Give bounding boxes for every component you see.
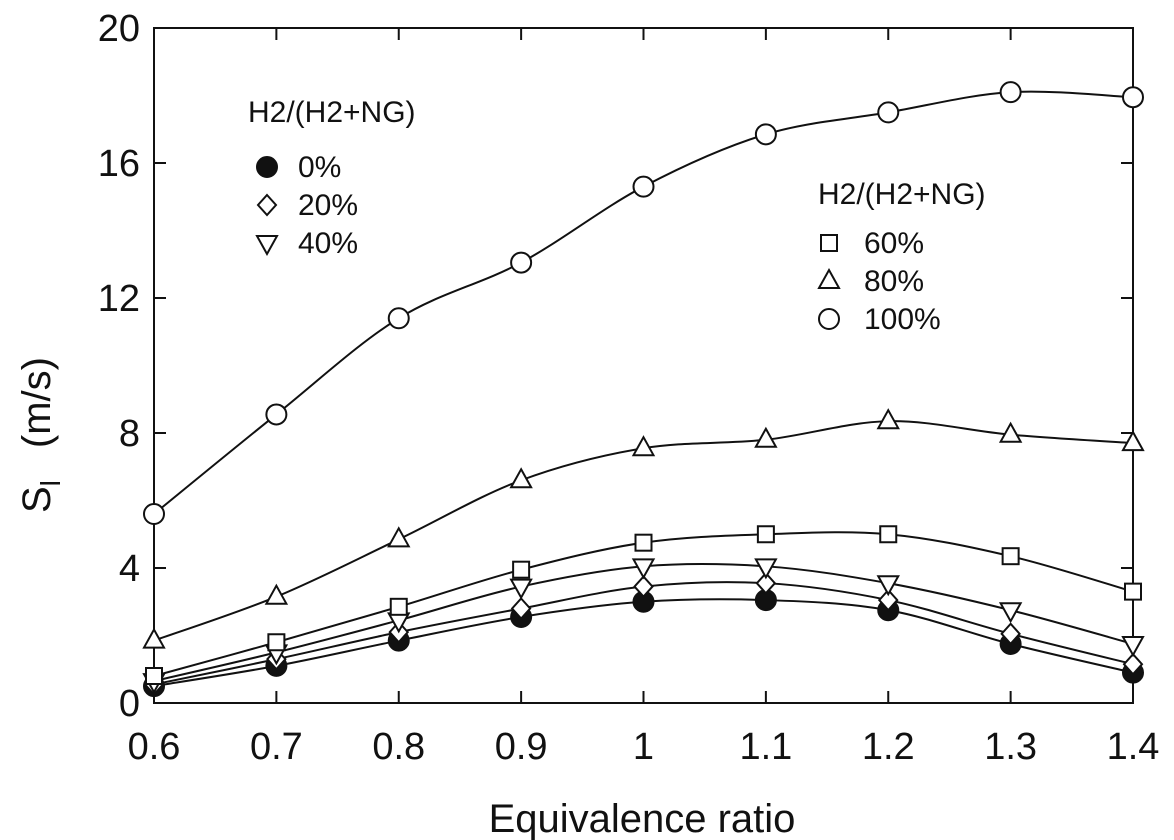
data-point [510, 251, 533, 274]
data-point [142, 627, 166, 649]
data-point [510, 597, 532, 620]
x-tick-label: 1 [633, 726, 654, 768]
data-point [145, 667, 163, 685]
data-point [1001, 547, 1020, 566]
data-point [755, 571, 777, 595]
data-point [389, 597, 408, 616]
series-100pct [143, 81, 1144, 525]
data-point [998, 421, 1023, 443]
x-tick-label: 0.6 [128, 726, 181, 768]
y-tick-label: 12 [98, 278, 140, 320]
y-tick-label: 0 [119, 683, 140, 725]
data-point [631, 435, 656, 457]
x-axis-ticks: 0.6 0.7 0.8 0.9 1 1.1 1.2 1.3 1.4 [128, 28, 1160, 768]
x-tick-label: 1.4 [1107, 726, 1160, 768]
data-point [1122, 652, 1144, 676]
data-point [999, 81, 1022, 104]
data-point [756, 525, 775, 544]
legend-entry-label: 0% [298, 151, 341, 184]
data-point [754, 426, 778, 448]
legend-entry-label: 80% [864, 265, 924, 298]
legend-marker [820, 234, 838, 252]
svg-text:Sl(m/s): Sl (m/s) [15, 357, 66, 513]
data-point [1121, 635, 1145, 657]
y-axis-label: Sl (m/s) [15, 357, 66, 513]
series-group [142, 81, 1145, 698]
data-point [387, 307, 410, 330]
y-tick-label: 16 [98, 143, 140, 185]
data-point [877, 101, 900, 124]
data-point [876, 575, 900, 597]
legend-entry-label: 40% [298, 227, 358, 260]
x-tick-label: 0.8 [372, 726, 425, 768]
data-point [754, 558, 778, 580]
data-point [1122, 86, 1144, 109]
data-point [143, 503, 165, 525]
data-point [509, 467, 533, 489]
data-point [1124, 582, 1142, 601]
series-40pct [142, 558, 1145, 695]
legend-marker [256, 193, 278, 217]
series-20pct [143, 571, 1144, 696]
data-point [632, 175, 655, 198]
data-point [512, 560, 531, 579]
data-point [877, 588, 899, 612]
legend-right: H2/(H2+NG) 60% 80% 100% [817, 178, 986, 336]
y-tick-label: 4 [119, 548, 140, 590]
data-point [264, 583, 289, 605]
y-axis-ticks: 0 4 8 12 16 20 [98, 8, 1133, 725]
legend-marker [817, 267, 841, 289]
legend-entry-label: 20% [298, 189, 358, 222]
x-tick-label: 1.3 [984, 726, 1037, 768]
x-axis-label: Equivalence ratio [489, 797, 796, 840]
data-point [754, 123, 777, 146]
x-tick-label: 1.2 [862, 726, 915, 768]
data-point [265, 403, 288, 426]
data-point [387, 526, 411, 548]
legend-marker [255, 235, 279, 257]
data-point [509, 578, 533, 600]
data-point [998, 602, 1023, 624]
y-tick-label: 20 [98, 8, 140, 50]
y-axis-label-main: S [15, 486, 59, 513]
x-tick-label: 1.1 [739, 726, 792, 768]
legend-title: H2/(H2+NG) [818, 178, 986, 211]
x-tick-label: 0.7 [250, 726, 303, 768]
data-point [634, 533, 653, 552]
data-point [1000, 622, 1021, 646]
legend-entry-label: 100% [864, 303, 941, 336]
data-point [631, 558, 656, 580]
data-point [633, 575, 654, 599]
data-point [267, 633, 286, 652]
series-80pct [142, 408, 1145, 649]
data-point [1121, 430, 1145, 452]
legend-marker [818, 308, 840, 330]
y-tick-label: 8 [119, 413, 140, 455]
data-point [879, 525, 898, 544]
legend-marker [256, 156, 278, 178]
x-tick-label: 0.9 [495, 726, 548, 768]
legend-entry-label: 60% [864, 227, 924, 260]
series-60pct [145, 525, 1142, 685]
legend-left: H2/(H2+NG) 0% 20% 40% [248, 96, 416, 260]
data-point [876, 408, 900, 430]
y-axis-label-unit: (m/s) [15, 357, 59, 448]
y-axis-label-subscript: l [35, 480, 66, 486]
legend-title: H2/(H2+NG) [248, 96, 416, 129]
